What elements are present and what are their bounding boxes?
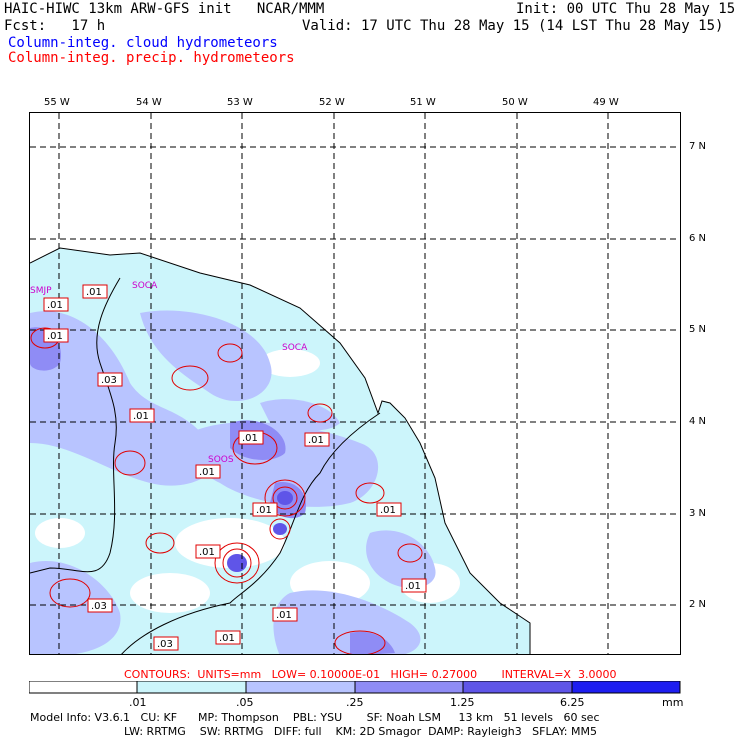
svg-text:.03: .03 [91, 601, 107, 612]
model-info-line2: LW: RRTMG SW: RRTMG DIFF: full KM: 2D Sm… [124, 725, 597, 738]
lat-label: 4 N [689, 416, 707, 427]
station-label: SOCA [132, 281, 158, 291]
lat-label: 5 N [689, 324, 707, 335]
colorbar-label: .25 [346, 696, 364, 709]
colorbar-label: .01 [129, 696, 147, 709]
svg-text:.03: .03 [157, 639, 173, 650]
contour-value-label: .01 [195, 464, 221, 479]
lon-label: 51 W [410, 97, 436, 108]
precip-contours [30, 327, 423, 654]
map-panel: SMJP SOCA SOCA SOOS .01 .01 .01 .03 .01 … [29, 112, 681, 655]
contour-value-label: .01 [401, 578, 427, 593]
contour-value-label: .01 [272, 607, 298, 622]
svg-text:.01: .01 [405, 581, 421, 592]
lon-label: 52 W [319, 97, 345, 108]
contour-value-label: .01 [252, 502, 278, 517]
svg-text:.01: .01 [47, 300, 63, 311]
svg-text:.01: .01 [308, 435, 324, 446]
init-time: Init: 00 UTC Thu 28 May 15 [516, 1, 736, 17]
valid-time: Valid: 17 UTC Thu 28 May 15 (14 LST Thu … [302, 18, 724, 34]
colorbar [29, 681, 681, 694]
contour-value-label: .01 [304, 432, 330, 447]
svg-text:.03: .03 [101, 375, 117, 386]
svg-text:.01: .01 [133, 411, 149, 422]
lon-label: 55 W [44, 97, 70, 108]
contour-info: CONTOURS: UNITS=mm LOW= 0.10000E-01 HIGH… [124, 668, 617, 681]
legend-cloud: Column-integ. cloud hydrometeors [8, 35, 278, 51]
lon-label: 49 W [593, 97, 619, 108]
model-info-line1: Model Info: V3.6.1 CU: KF MP: Thompson P… [30, 711, 600, 724]
station-label: SOOS [208, 455, 234, 465]
colorbar-label: .05 [236, 696, 254, 709]
contour-value-label: .01 [43, 297, 69, 312]
map-canvas: SMJP SOCA SOCA SOOS .01 .01 .01 .03 .01 … [30, 113, 680, 654]
station-label: SOCA [282, 343, 308, 353]
contour-value-label: .03 [97, 372, 123, 387]
contour-value-label: .03 [87, 598, 113, 613]
contour-value-label: .01 [195, 544, 221, 559]
coastline [30, 247, 531, 654]
contour-value-label: .01 [129, 408, 155, 423]
colorbar-label: 6.25 [560, 696, 585, 709]
lon-label: 53 W [227, 97, 253, 108]
lat-label: 6 N [689, 233, 707, 244]
svg-text:.01: .01 [199, 547, 215, 558]
svg-text:.01: .01 [47, 331, 63, 342]
contour-value-label: .01 [215, 630, 241, 645]
contour-value-label: .01 [376, 502, 402, 517]
svg-text:.01: .01 [380, 505, 396, 516]
colorbar-label: 1.25 [450, 696, 475, 709]
lon-label: 54 W [136, 97, 162, 108]
colorbar-units: mm [662, 696, 684, 709]
svg-text:.01: .01 [242, 433, 258, 444]
svg-text:.01: .01 [276, 610, 292, 621]
contour-value-label: .01 [43, 328, 69, 343]
chart-title: HAIC-HIWC 13km ARW-GFS init NCAR/MMM [4, 1, 325, 17]
cloud-shading [30, 248, 530, 654]
lat-label: 3 N [689, 508, 707, 519]
legend-precip: Column-integ. precip. hydrometeors [8, 50, 295, 66]
svg-text:.01: .01 [256, 505, 272, 516]
lat-lon-grid [30, 113, 680, 654]
contour-value-label: .03 [153, 636, 179, 651]
station-label: SMJP [30, 286, 52, 296]
lat-label: 7 N [689, 141, 707, 152]
lon-label: 50 W [502, 97, 528, 108]
contour-value-label: .01 [238, 430, 264, 445]
svg-text:.01: .01 [199, 467, 215, 478]
contour-value-label: .01 [82, 284, 108, 299]
svg-text:.01: .01 [219, 633, 235, 644]
svg-text:.01: .01 [86, 287, 102, 298]
forecast-hour: Fcst: 17 h [4, 18, 106, 34]
lat-label: 2 N [689, 599, 707, 610]
